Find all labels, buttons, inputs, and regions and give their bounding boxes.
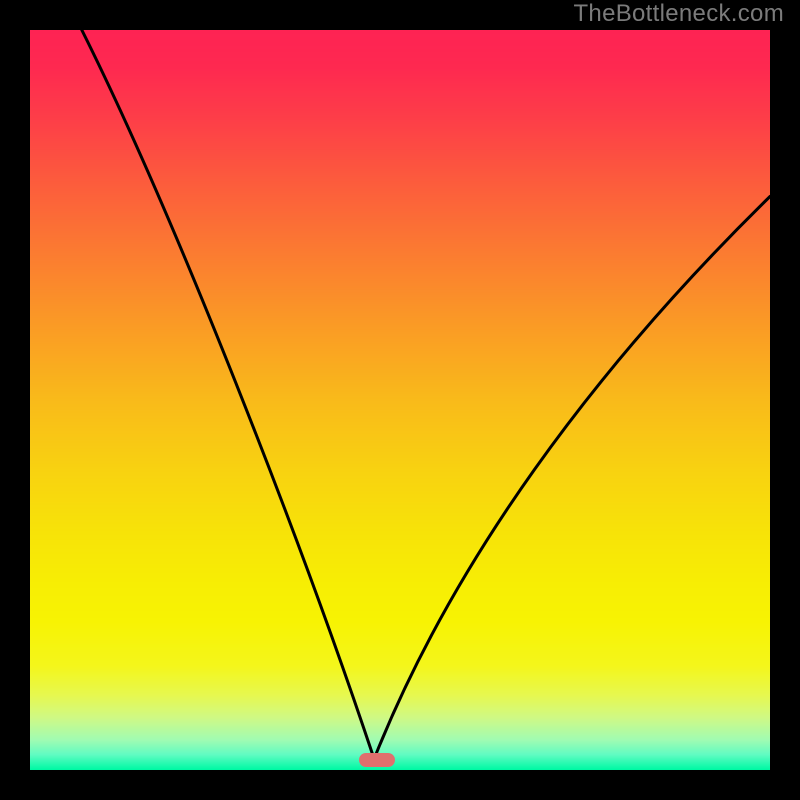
bottleneck-marker — [359, 753, 395, 767]
plot-area — [30, 30, 770, 770]
watermark-text: TheBottleneck.com — [573, 0, 784, 28]
bottleneck-curve — [30, 30, 770, 770]
